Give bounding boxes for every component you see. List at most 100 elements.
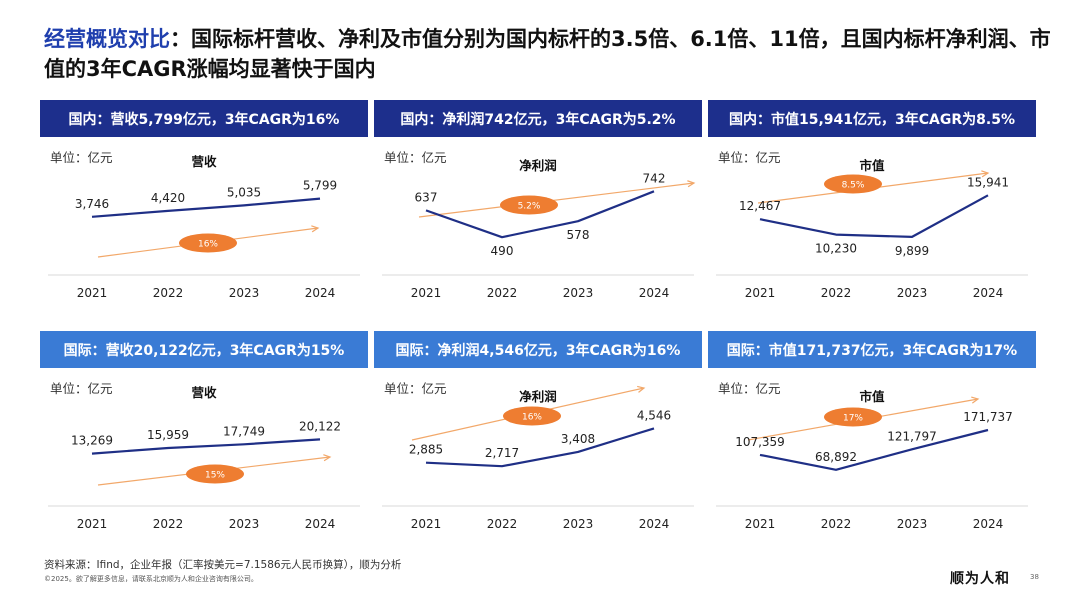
chart-plot: 5.2% 637 490 578 742 2021 2022 2023 2024 (382, 171, 696, 300)
chart-header: 国内：营收5,799亿元，3年CAGR为16% (40, 100, 368, 137)
unit-label: 单位：亿元 (384, 150, 447, 165)
data-label: 10,230 (815, 242, 857, 256)
title-rest: ：国际标杆营收、净利及市值分别为国内标杆的3.5倍、6.1倍、11倍，且国内标杆… (44, 27, 1051, 81)
data-label: 171,737 (963, 410, 1013, 424)
cagr-badge-label: 17% (843, 414, 863, 424)
x-tick-label: 2023 (229, 286, 260, 300)
footer-copyright: ©2025。欲了解更多信息，请联系北京顺为人和企业咨询有限公司。 (44, 575, 258, 583)
data-label: 742 (643, 171, 666, 185)
data-label: 4,546 (637, 408, 671, 422)
series-line (759, 428, 989, 471)
data-label: 490 (491, 244, 514, 258)
x-tick-label: 2023 (229, 517, 260, 531)
series-line (759, 194, 989, 238)
data-label: 68,892 (815, 450, 857, 464)
cagr-badge (824, 407, 882, 427)
x-tick-label: 2022 (487, 517, 518, 531)
data-label: 4,420 (151, 191, 185, 205)
chart-header: 国际：营收20,122亿元，3年CAGR为15% (40, 331, 368, 368)
data-label: 15,959 (147, 428, 189, 442)
chart-header: 国际：净利润4,546亿元，3年CAGR为16% (374, 331, 702, 368)
chart-title: 市值 (859, 389, 885, 404)
chart-plot: 8.5% 12,467 10,230 9,899 15,941 2021 2022 2023 2… (716, 170, 1028, 300)
data-label: 5,799 (303, 179, 337, 193)
x-tick-label: 2023 (563, 517, 594, 531)
x-tick-label: 2021 (745, 286, 776, 300)
cagr-arrow-head (637, 385, 646, 393)
cagr-badge-label: 16% (522, 413, 542, 423)
chart-title: 净利润 (519, 158, 557, 173)
cagr-arrow-head (311, 225, 320, 233)
chart-title: 净利润 (519, 389, 557, 404)
footer-source: 资料来源：Ifind，企业年报（汇率按美元=7.1586元人民币换算），顺为分析 (44, 559, 402, 571)
cagr-badge-label: 15% (205, 471, 225, 481)
x-tick-label: 2022 (153, 286, 184, 300)
data-label: 13,269 (71, 434, 113, 448)
x-tick-label: 2024 (639, 517, 670, 531)
x-tick-label: 2021 (411, 517, 442, 531)
data-label: 2,717 (485, 446, 519, 460)
chart-plot: 16% 3,746 4,420 5,035 5,799 2021 2022 2023 2024 (48, 179, 360, 300)
chart-panel-domestic-1: 国内：营收5,799亿元，3年CAGR为16% 单位：亿元 营收 16% 3,746 4,… (40, 100, 368, 304)
chart-panel-international-1: 国际：营收20,122亿元，3年CAGR为15% 单位：亿元 营收 15% 13,269… (40, 331, 368, 535)
x-tick-label: 2024 (973, 517, 1004, 531)
chart-title: 市值 (859, 158, 885, 173)
cagr-badge-label: 8.5% (842, 181, 865, 191)
data-label: 12,467 (739, 199, 781, 213)
chart-plot: 16% 2,885 2,717 3,408 4,546 2021 2022 2023 2024 (382, 385, 694, 531)
unit-label: 单位：亿元 (50, 381, 113, 396)
data-label: 3,408 (561, 432, 595, 446)
unit-label: 单位：亿元 (50, 150, 113, 165)
chart-panel-international-2: 国际：净利润4,546亿元，3年CAGR为16% 单位：亿元净利润 16% 2,885… (374, 331, 702, 535)
x-tick-label: 2022 (821, 517, 852, 531)
x-tick-label: 2021 (745, 517, 776, 531)
data-label: 9,899 (895, 244, 929, 258)
chart-panel-domestic-3: 国内：市值15,941亿元，3年CAGR为8.5% 单位：亿元市值 8.5% 12,4… (708, 100, 1036, 304)
series-line (425, 427, 655, 468)
chart-plot: 15% 13,269 15,959 17,749 20,122 2021 2022 2023 2… (48, 419, 360, 531)
data-label: 3,746 (75, 197, 109, 211)
x-tick-label: 2021 (411, 286, 442, 300)
cagr-badge (179, 233, 237, 253)
cagr-badge (500, 195, 558, 215)
chart-header: 国内：市值15,941亿元，3年CAGR为8.5% (708, 100, 1036, 137)
unit-label: 单位：亿元 (384, 381, 447, 396)
chart-title: 营收 (191, 385, 217, 400)
cagr-arrow-head (687, 180, 696, 188)
x-tick-label: 2024 (305, 286, 336, 300)
chart-header: 国内：净利润742亿元，3年CAGR为5.2% (374, 100, 702, 137)
data-label: 107,359 (735, 435, 785, 449)
chart-title: 营收 (191, 154, 217, 169)
x-tick-label: 2024 (305, 517, 336, 531)
x-tick-label: 2021 (77, 286, 108, 300)
cagr-arrow-line (418, 182, 695, 218)
series-line (91, 197, 321, 218)
title-highlight: 经营概览对比 (44, 27, 170, 51)
company-logo: 顺为人和 (950, 571, 1010, 587)
page-title: 经营概览对比：国际标杆营收、净利及市值分别为国内标杆的3.5倍、6.1倍、11倍… (44, 24, 1054, 84)
data-label: 17,749 (223, 424, 265, 438)
cagr-arrow-head (323, 454, 332, 462)
page-number: 38 (1030, 573, 1039, 581)
x-tick-label: 2024 (973, 286, 1004, 300)
x-tick-label: 2023 (897, 286, 928, 300)
data-label: 15,941 (967, 175, 1009, 189)
unit-label: 单位：亿元 (718, 381, 781, 396)
x-tick-label: 2023 (563, 286, 594, 300)
cagr-badge (503, 406, 561, 426)
cagr-badge-label: 5.2% (518, 202, 541, 212)
unit-label: 单位：亿元 (718, 150, 781, 165)
data-label: 2,885 (409, 443, 443, 457)
series-line (425, 190, 655, 239)
x-tick-label: 2023 (897, 517, 928, 531)
chart-plot: 17% 107,359 68,892 121,797 171,737 2021 2022 20… (716, 396, 1028, 531)
chart-header: 国际：市值171,737亿元，3年CAGR为17% (708, 331, 1036, 368)
series-line (91, 438, 321, 455)
data-label: 578 (567, 228, 590, 242)
chart-panel-international-3: 国际：市值171,737亿元，3年CAGR为17% 单位：亿元市值 17% 107,3… (708, 331, 1036, 535)
cagr-arrow-head (981, 170, 990, 178)
data-label: 121,797 (887, 429, 937, 443)
cagr-arrow-head (971, 396, 980, 404)
cagr-badge (186, 464, 244, 484)
data-label: 637 (415, 190, 438, 204)
